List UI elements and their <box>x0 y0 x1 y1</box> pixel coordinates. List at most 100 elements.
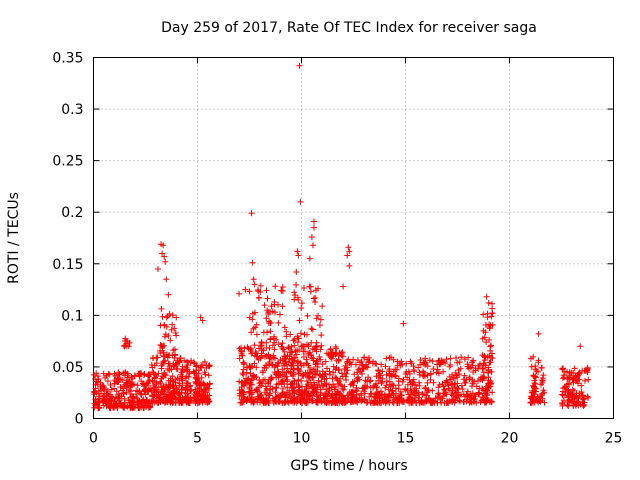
data-point <box>251 342 258 349</box>
data-point <box>298 300 305 307</box>
data-point <box>205 385 212 392</box>
data-point <box>366 358 373 365</box>
data-point <box>107 391 114 398</box>
data-point <box>402 385 409 392</box>
data-point <box>579 399 586 406</box>
data-point <box>422 384 429 391</box>
data-point <box>340 386 347 393</box>
data-point <box>259 367 266 374</box>
data-point <box>573 393 580 400</box>
data-point <box>398 358 405 365</box>
data-point <box>191 370 198 377</box>
data-point <box>306 364 313 371</box>
data-point <box>538 381 545 388</box>
data-point <box>433 369 440 376</box>
data-point <box>100 370 107 377</box>
data-point <box>178 386 185 393</box>
data-point <box>238 379 245 386</box>
data-point <box>569 398 576 405</box>
data-point <box>344 252 351 259</box>
data-point <box>268 374 275 381</box>
data-point <box>308 369 315 376</box>
data-point <box>290 390 297 397</box>
data-point <box>318 332 325 339</box>
data-point <box>566 372 573 379</box>
data-point <box>562 388 569 395</box>
data-point <box>263 344 270 351</box>
data-point <box>337 381 344 388</box>
data-point <box>328 400 335 406</box>
data-point <box>401 399 408 406</box>
data-point <box>250 276 257 283</box>
data-point <box>296 370 303 377</box>
data-point <box>124 402 131 409</box>
data-point <box>476 390 483 397</box>
data-point <box>236 355 243 362</box>
data-point <box>304 370 311 377</box>
data-point <box>309 242 316 249</box>
data-point <box>236 392 243 399</box>
data-point <box>313 399 320 406</box>
data-point <box>350 382 357 389</box>
data-point <box>271 355 278 362</box>
data-point <box>318 342 325 349</box>
data-point <box>294 248 301 255</box>
data-point <box>339 353 346 360</box>
data-point <box>415 364 422 371</box>
data-point <box>143 382 150 389</box>
data-point <box>306 255 313 262</box>
data-point <box>279 340 286 347</box>
data-point <box>334 377 341 384</box>
data-point <box>464 363 471 370</box>
data-point <box>416 379 423 386</box>
data-point <box>96 395 103 402</box>
data-point <box>465 354 472 361</box>
data-point <box>313 315 320 322</box>
data-point <box>451 375 458 382</box>
data-point <box>149 355 156 362</box>
data-point <box>291 342 298 349</box>
data-point <box>442 390 449 397</box>
data-point <box>263 387 270 394</box>
data-point <box>365 354 372 361</box>
data-point <box>173 395 180 402</box>
data-point <box>250 372 257 379</box>
data-point <box>194 385 201 392</box>
data-point <box>187 359 194 366</box>
data-point <box>419 391 426 398</box>
data-point <box>161 372 168 379</box>
data-point <box>327 346 334 353</box>
data-point <box>191 360 198 367</box>
data-point <box>296 347 303 354</box>
data-point <box>162 331 169 338</box>
data-point <box>298 387 305 394</box>
data-point <box>172 351 179 358</box>
data-point <box>310 224 317 231</box>
data-point <box>445 385 452 392</box>
data-point <box>93 370 100 377</box>
data-point <box>252 309 258 316</box>
data-point <box>205 362 212 369</box>
data-point <box>479 393 486 400</box>
data-point <box>317 395 324 402</box>
y-tick-label: 0.15 <box>52 257 83 273</box>
data-point <box>488 313 495 320</box>
data-point <box>279 284 286 291</box>
data-point <box>167 382 174 389</box>
data-point <box>127 388 134 395</box>
data-point <box>322 358 329 365</box>
data-point <box>575 398 582 405</box>
data-point <box>292 348 299 355</box>
data-point <box>181 396 188 403</box>
data-point <box>387 394 394 401</box>
data-point <box>200 380 207 387</box>
data-point <box>266 390 273 397</box>
data-point <box>452 369 459 376</box>
data-point <box>407 391 414 398</box>
data-point <box>281 381 288 388</box>
data-point <box>559 375 566 382</box>
data-point <box>312 299 319 306</box>
data-point <box>397 388 404 395</box>
data-point <box>440 383 447 390</box>
